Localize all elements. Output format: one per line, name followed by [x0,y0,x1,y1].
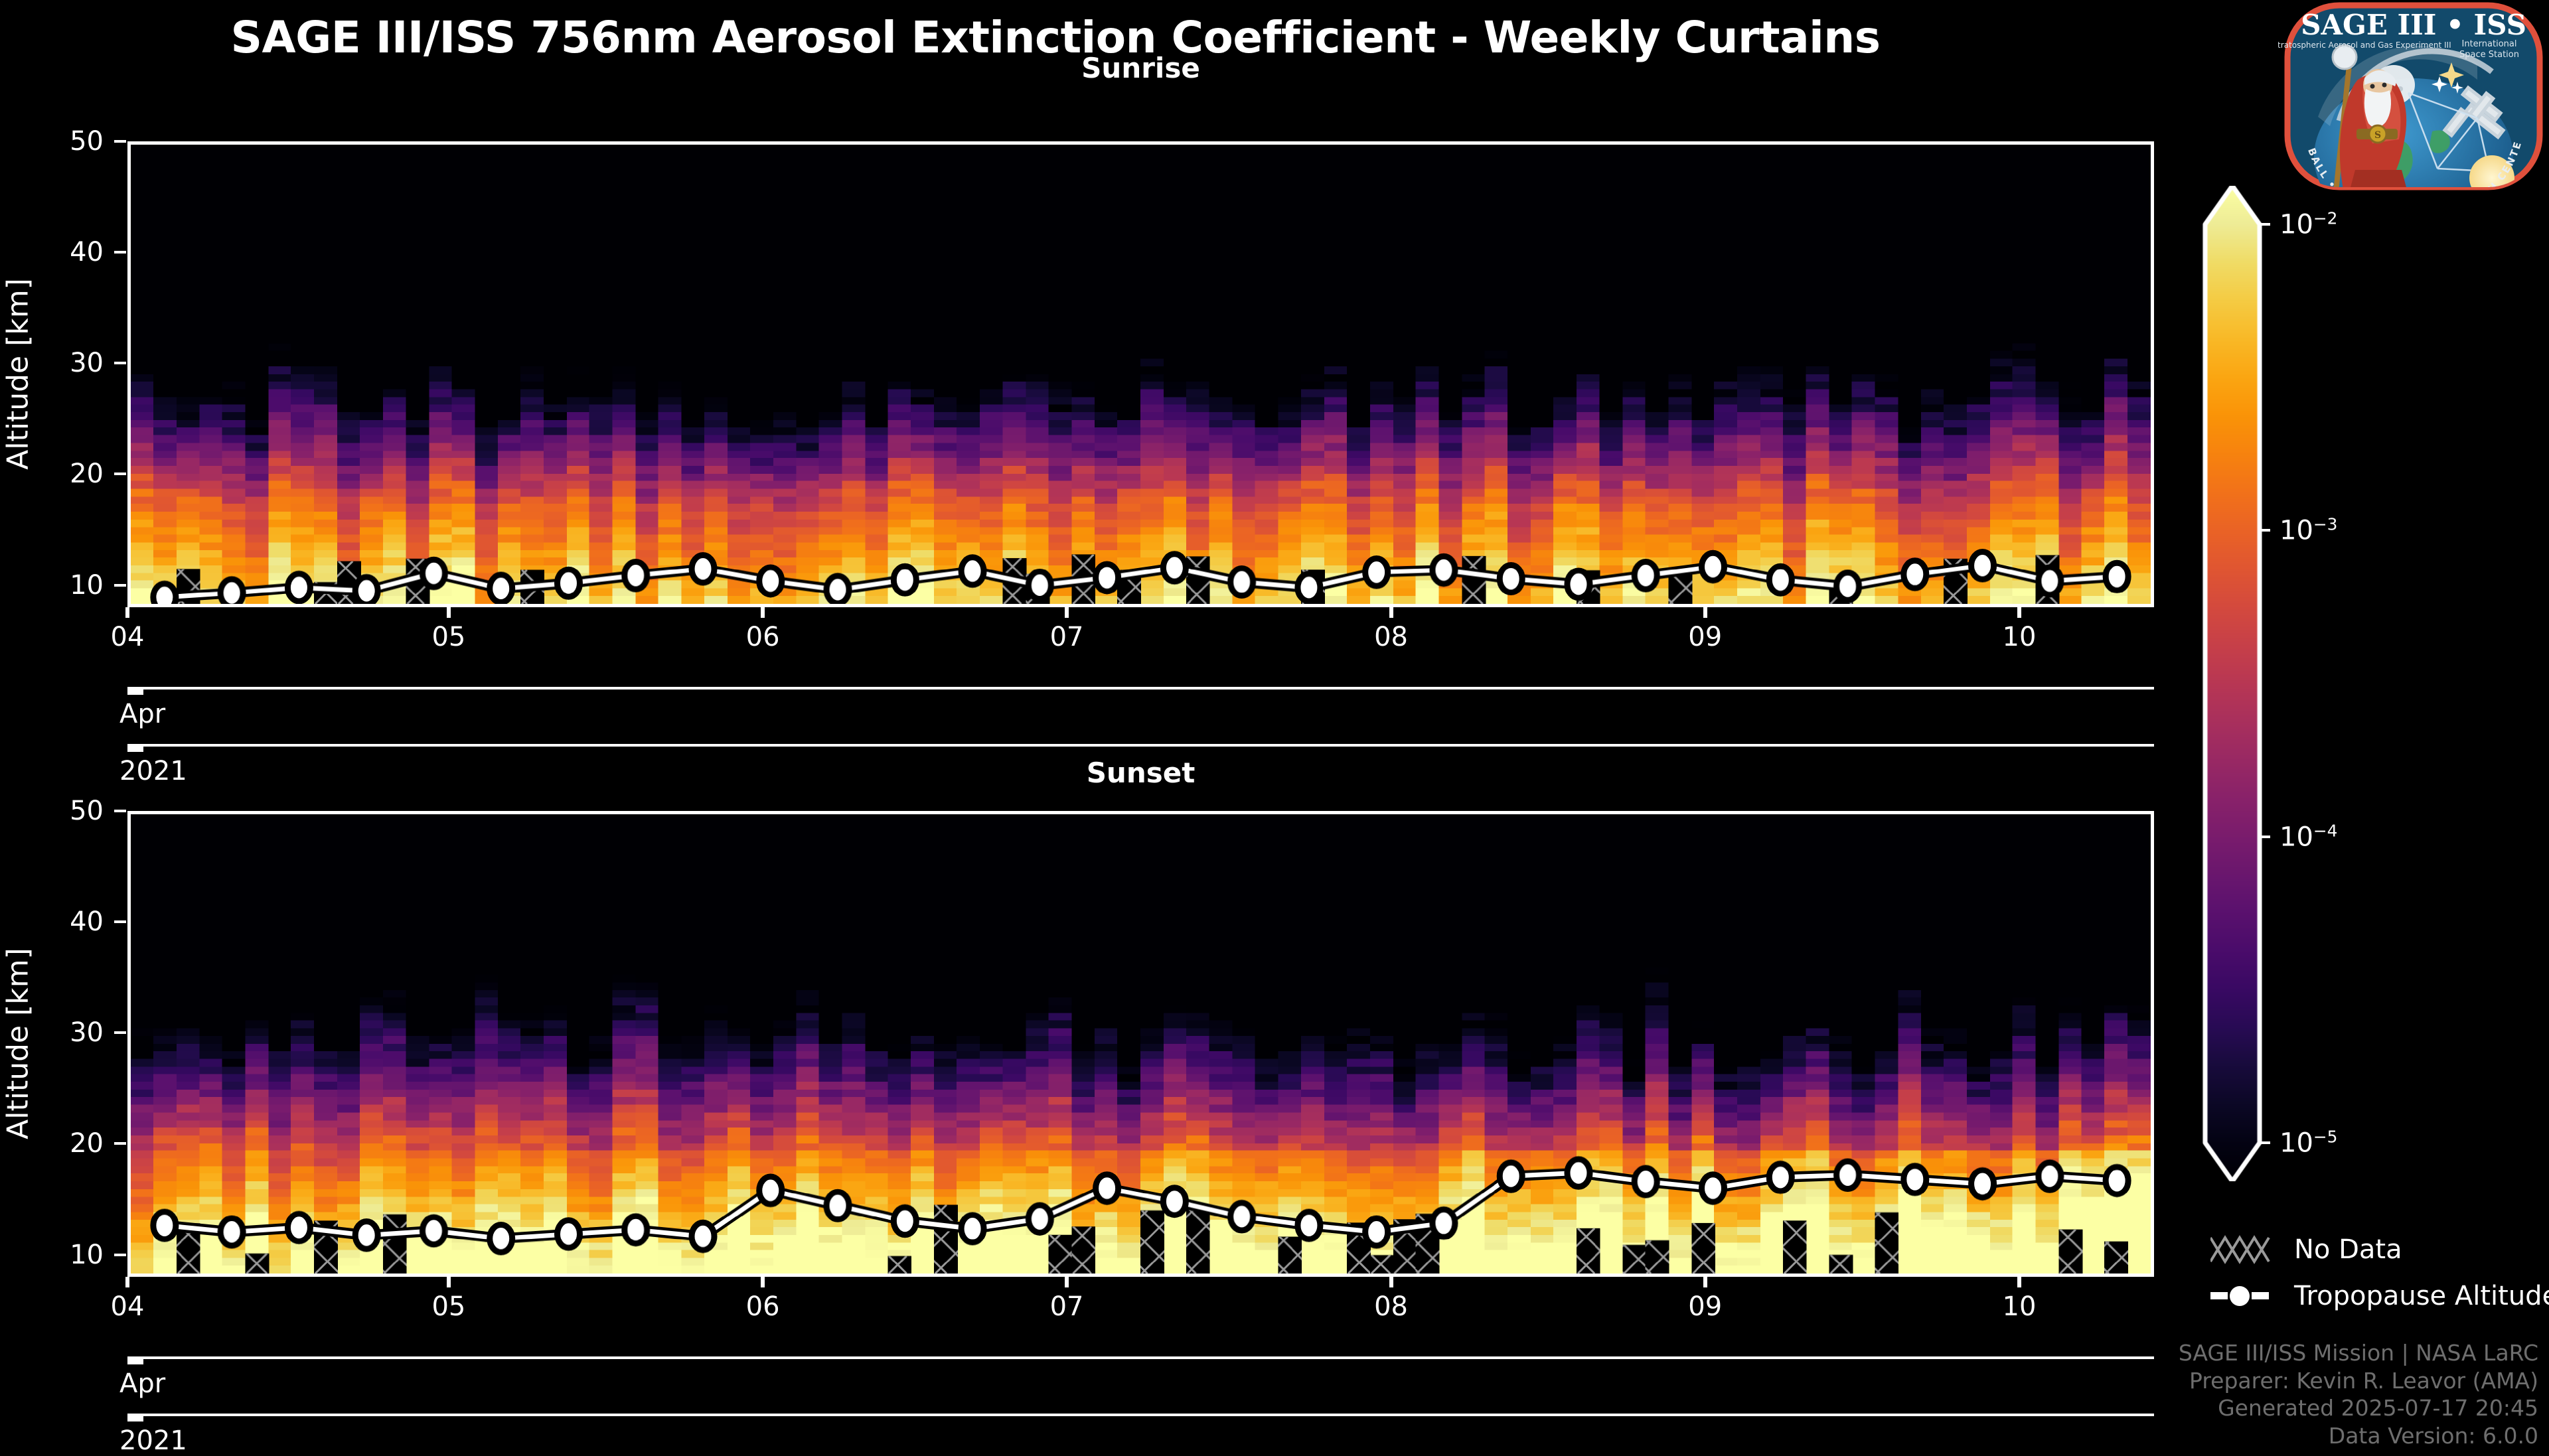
x-level-label: Apr [119,699,166,729]
x-ticklabel: 09 [1688,1291,1723,1322]
logo-subtitle-left: Stratospheric Aerosol and Gas Experiment… [2278,40,2451,50]
x-ticklabel: 10 [2002,1291,2037,1322]
y-ticklabel: 40 [70,237,104,268]
no-data-hatch-icon [2209,1231,2274,1268]
colorbar-ticklabel: 10−5 [2279,1127,2338,1159]
y-tickmark [114,810,126,812]
y-tickmark [114,1142,126,1145]
plot-sunset[interactable] [127,811,2154,1277]
footer-credits: SAGE III/ISS Mission | NASA LaRC Prepare… [2179,1339,2538,1449]
x-tickmark [446,1277,451,1287]
figure-suptitle: SAGE III/ISS 756nm Aerosol Extinction Co… [230,12,1881,63]
y-ticklabel: 20 [70,459,104,490]
y-tickmark [114,920,126,924]
x-ticklabel: 06 [745,622,780,652]
x-level-tickmark [127,1356,143,1364]
x-ticklabel: 08 [1374,1291,1408,1322]
x-level-rule [127,1356,2154,1359]
legend-label-no-data: No Data [2294,1234,2402,1265]
y-ticklabel: 30 [70,348,104,379]
x-tickmark [1703,1277,1707,1287]
y-ticklabel: 50 [70,796,104,826]
x-ticklabel: 06 [745,1291,780,1322]
colorbar-tickmark [2260,529,2270,532]
y-tickmark [114,1253,126,1256]
x-level-tickmark [127,687,143,695]
footer-line-preparer: Preparer: Kevin R. Leavor (AMA) [2189,1367,2538,1394]
x-tickmark [1065,1277,1069,1287]
x-tickmark [1389,1277,1393,1287]
x-tickmark [2017,1277,2021,1287]
x-level-label: 2021 [119,756,187,786]
x-level-label: Apr [119,1368,166,1399]
x-tickmark [125,607,129,618]
sage-iii-iss-mission-patch: S BALL • NASA LANGLEY RESEARCH CENTER • … [2272,0,2549,192]
y-ticklabel: 20 [70,1128,104,1159]
colorbar[interactable] [2202,186,2262,1181]
x-tickmark [1389,607,1393,618]
x-level-tickmark [127,1414,143,1421]
footer-line-mission: SAGE III/ISS Mission | NASA LaRC [2178,1340,2538,1366]
colorbar-tickmark [2260,1141,2270,1144]
x-level-tickmark [127,744,143,752]
y-ticklabel: 10 [70,569,104,601]
legend-label-tropopause: Tropopause Altitude [2294,1281,2549,1311]
y-tickmark [114,473,126,476]
x-ticklabel: 10 [2002,622,2037,652]
colorbar-tickmark [2260,835,2270,838]
x-ticklabel: 04 [110,1291,145,1322]
colorbar-ticklabel: 10−3 [2279,514,2338,546]
x-ticklabel: 05 [431,622,466,652]
footer-line-version: Data Version: 6.0.0 [2328,1422,2538,1449]
y-axis-label: Altitude [km] [1,948,35,1139]
x-level-rule [127,744,2154,747]
y-ticklabel: 10 [70,1239,104,1270]
tropopause-line-marker-icon [2210,1277,2274,1315]
y-ticklabel: 50 [70,126,104,157]
colorbar-ticklabel: 10−4 [2279,820,2338,853]
logo-subtitle-right-2: Space Station [2459,50,2519,60]
x-level-rule [127,1414,2154,1416]
x-ticklabel: 07 [1049,1291,1084,1322]
y-tickmark [114,140,126,143]
x-ticklabel: 08 [1374,622,1408,652]
y-ticklabel: 30 [70,1017,104,1049]
x-tickmark [446,607,451,618]
x-tickmark [125,1277,129,1287]
x-tickmark [2017,607,2021,618]
y-ticklabel: 40 [70,907,104,938]
heatmap-sunset [131,814,2151,1274]
logo-subtitle-right-1: International [2462,39,2517,49]
footer-line-generated: Generated 2025-07-17 20:45 [2218,1395,2538,1421]
x-tickmark [1703,607,1707,618]
y-tickmark [114,362,126,365]
plot-sunrise[interactable] [127,141,2154,607]
panel-title-sunrise: Sunrise [1081,52,1200,84]
x-tickmark [761,607,765,618]
svg-text:S: S [2374,130,2381,141]
x-ticklabel: 09 [1688,622,1723,652]
colorbar-ticklabel: 10−2 [2279,208,2338,240]
x-ticklabel: 05 [431,1291,466,1322]
legend: No Data Tropopause Altitude [2209,1231,2549,1317]
colorbar-tickmark [2260,223,2270,226]
colorbar-gradient [2202,186,2262,1181]
y-tickmark [114,251,126,254]
x-ticklabel: 07 [1049,622,1084,652]
y-tickmark [114,583,126,587]
x-tickmark [1065,607,1069,618]
logo-title: SAGE III • ISS [2301,9,2526,41]
y-tickmark [114,1031,126,1035]
x-level-label: 2021 [119,1425,187,1456]
x-level-rule [127,687,2154,690]
heatmap-sunrise [131,145,2151,604]
x-tickmark [761,1277,765,1287]
panel-title-sunset: Sunset [1086,757,1196,789]
x-ticklabel: 04 [110,622,145,652]
y-axis-label: Altitude [km] [1,278,35,470]
